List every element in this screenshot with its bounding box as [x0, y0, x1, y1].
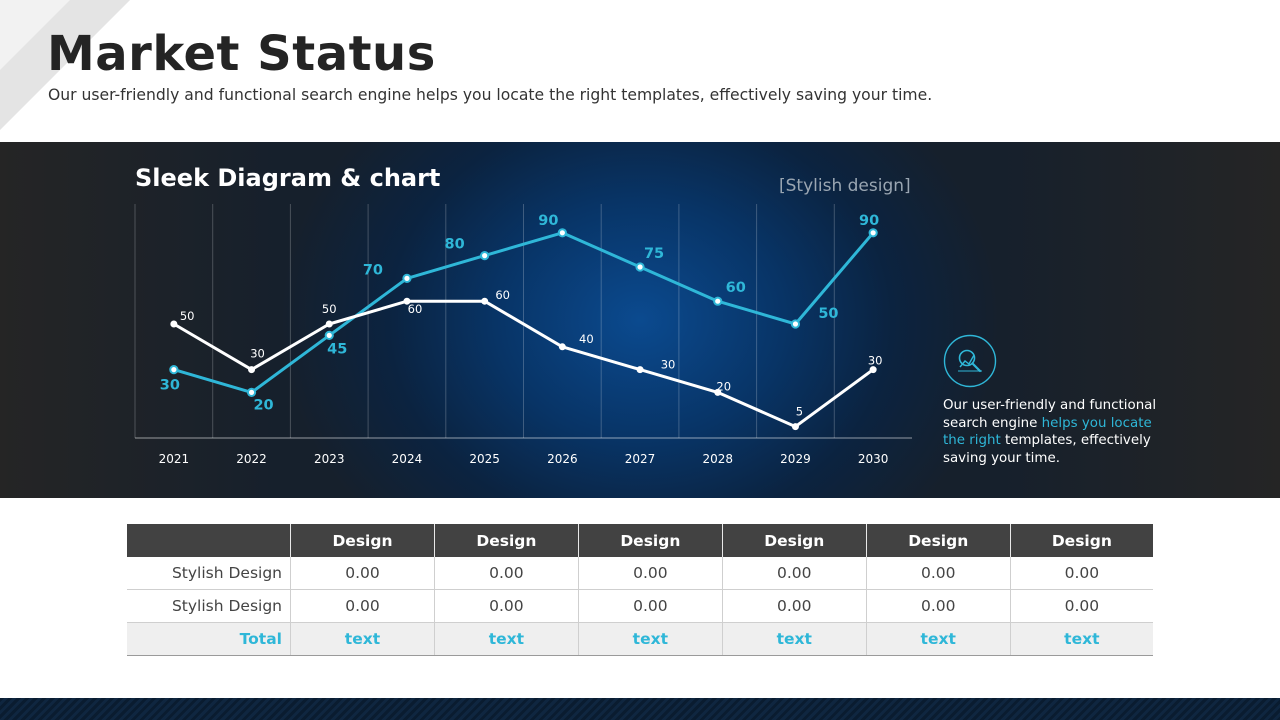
data-label-blue: 90 [538, 213, 558, 229]
data-point-blue [324, 330, 334, 340]
data-point-white [248, 366, 256, 374]
x-tick-label: 2030 [858, 452, 889, 466]
table-cell: 0.00 [1009, 557, 1153, 590]
data-point-white [714, 388, 722, 396]
data-label-white: 50 [322, 302, 337, 316]
x-tick-label: 2028 [702, 452, 733, 466]
total-cell: text [1009, 622, 1153, 656]
chart-title: Sleek Diagram & chart [135, 164, 441, 192]
x-tick-label: 2027 [625, 452, 656, 466]
table-cell: 0.00 [433, 557, 579, 590]
total-label: Total [127, 622, 291, 656]
data-label-white: 50 [180, 309, 195, 323]
data-label-blue: 20 [253, 397, 273, 413]
x-tick-label: 2023 [314, 452, 345, 466]
data-point-white [869, 366, 877, 374]
corner-decoration [0, 0, 140, 140]
table-header-cell: Design [721, 524, 867, 557]
data-label-blue: 60 [726, 280, 746, 296]
x-tick-label: 2026 [547, 452, 578, 466]
table-header-cell: Design [1009, 524, 1153, 557]
data-label-white: 5 [796, 405, 803, 419]
data-point-blue [557, 228, 567, 238]
x-tick-label: 2024 [392, 452, 423, 466]
table-header-cell: Design [290, 524, 435, 557]
total-cell: text [865, 622, 1011, 656]
total-cell: text [433, 622, 579, 656]
x-tick-label: 2025 [469, 452, 500, 466]
table-cell: 0.00 [1009, 589, 1153, 623]
data-label-white: 30 [661, 358, 676, 372]
data-point-white [403, 297, 411, 305]
line-chart: 2021 2022 2023 2024 2025 2026 2027 2028 2029 2030… [134, 204, 912, 466]
data-point-blue [402, 273, 412, 283]
table-cell: 0.00 [865, 589, 1011, 623]
total-row: Total text text text text text text [127, 622, 1153, 656]
info-text-part: templates, effectively saving your time. [943, 433, 1151, 466]
table-cell: 0.00 [577, 557, 723, 590]
info-text-highlight: helps you locate the right [943, 415, 1152, 449]
data-label-blue: 90 [859, 213, 879, 229]
table-header-cell: Design [433, 524, 579, 557]
page-title: Market Status [47, 26, 436, 82]
table-cell: 0.00 [721, 557, 867, 590]
data-point-blue [246, 387, 257, 397]
series-line-blue [173, 231, 875, 394]
data-point-white [636, 366, 644, 374]
chart-panel-vignette [0, 142, 1280, 498]
data-label-white: 30 [250, 347, 265, 361]
table-header-cell: Design [865, 524, 1011, 557]
data-point-white [170, 320, 178, 328]
data-label-blue: 30 [160, 378, 180, 394]
series-line-white [173, 299, 875, 429]
table-header-corner [127, 524, 291, 557]
table-cell: 0.00 [433, 589, 579, 623]
page-subtitle: Our user-friendly and functional search … [48, 86, 933, 104]
data-label-white: 60 [495, 288, 510, 302]
x-tick-label: 2022 [236, 452, 267, 466]
data-label-white: 30 [868, 354, 883, 368]
data-label-white: 40 [579, 332, 594, 346]
data-label-blue: 50 [818, 306, 838, 322]
table-cell: 0.00 [721, 589, 867, 623]
info-text: Our user-friendly and functional search … [943, 397, 1173, 467]
table-cell: 0.00 [577, 589, 723, 623]
x-tick-label: 2021 [159, 452, 190, 466]
table-cell: 0.00 [865, 557, 1011, 590]
data-point-white [558, 343, 566, 351]
table-cell: 0.00 [290, 589, 435, 623]
design-table: Design Design Design Design Design Desig… [127, 524, 1153, 656]
row-label: Stylish Design [127, 557, 291, 590]
data-point-white [481, 297, 489, 305]
x-tick-label: 2029 [780, 452, 811, 466]
data-point-blue [635, 262, 645, 272]
table-header-cell: Design [577, 524, 723, 557]
table-row: Stylish Design 0.00 0.00 0.00 0.00 0.00 … [127, 557, 1153, 590]
total-cell: text [290, 622, 435, 656]
data-point-white [325, 320, 333, 328]
data-label-blue: 80 [445, 237, 465, 253]
row-label: Stylish Design [127, 589, 291, 623]
footer-bar [0, 698, 1280, 720]
total-cell: text [721, 622, 867, 656]
data-point-white [791, 423, 799, 431]
chart-tag: [Stylish design] [779, 176, 911, 196]
table-header-row: Design Design Design Design Design Desig… [127, 524, 1153, 557]
table-cell: 0.00 [290, 557, 435, 590]
total-cell: text [577, 622, 723, 656]
data-point-blue [868, 228, 878, 238]
data-point-blue [480, 251, 490, 261]
data-point-blue [790, 319, 801, 329]
data-label-blue: 70 [363, 262, 383, 278]
data-point-blue [713, 296, 723, 306]
data-label-white: 20 [716, 379, 731, 393]
data-label-blue: 45 [327, 341, 347, 357]
table-row: Stylish Design 0.00 0.00 0.00 0.00 0.00 … [127, 589, 1153, 623]
data-point-blue [169, 365, 179, 375]
info-text-part: Our user-friendly and functional search … [943, 398, 1157, 431]
data-label-blue: 75 [644, 246, 664, 262]
data-label-white: 60 [408, 302, 423, 316]
search-chart-icon [943, 334, 997, 388]
